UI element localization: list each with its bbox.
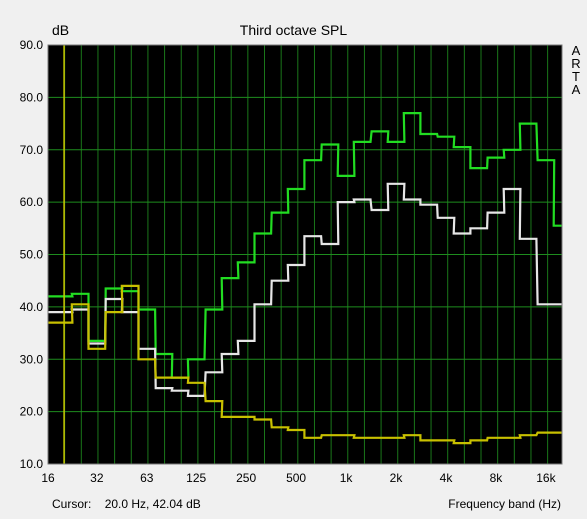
brand-letter: T (572, 69, 580, 84)
x-tick-label: 250 (236, 471, 256, 485)
x-axis-label: Frequency band (Hz) (448, 497, 561, 511)
series-line-2 (48, 182, 562, 397)
plot-frame (47, 44, 563, 465)
x-tick-label: 63 (140, 471, 154, 485)
y-tick-label: 40.0 (20, 300, 44, 314)
y-tick-label: 20.0 (20, 405, 44, 419)
x-tick-label: 2k (390, 471, 404, 485)
x-tick-label: 8k (490, 471, 504, 485)
y-tick-label: 60.0 (20, 195, 44, 209)
brand-letter: A (571, 43, 581, 58)
y-tick-label: 90.0 (20, 38, 44, 52)
y-axis-unit: dB (52, 22, 70, 38)
chart-title: Third octave SPL (239, 22, 348, 38)
brand-letter: R (571, 56, 581, 71)
x-tick-label: 500 (286, 471, 306, 485)
x-tick-label: 1k (340, 471, 354, 485)
x-tick-label: 4k (440, 471, 454, 485)
y-tick-label: 30.0 (20, 352, 44, 366)
brand-label: A R T A (569, 44, 583, 96)
status-bar: Cursor: 20.0 Hz, 42.04 dB (52, 497, 201, 511)
x-tick-label: 16k (536, 471, 556, 485)
y-tick-label: 70.0 (20, 143, 44, 157)
cursor-label: Cursor: (52, 497, 92, 511)
x-tick-label: 125 (186, 471, 206, 485)
cursor-readout: 20.0 Hz, 42.04 dB (104, 497, 201, 511)
series-line-1 (48, 112, 562, 379)
y-tick-label: 10.0 (20, 457, 44, 471)
y-tick-label: 80.0 (20, 90, 44, 104)
x-tick-label: 32 (90, 471, 104, 485)
y-tick-label: 50.0 (20, 248, 44, 262)
x-tick-label: 16 (41, 471, 55, 485)
series-line-3 (48, 284, 562, 445)
brand-letter: A (571, 82, 581, 97)
